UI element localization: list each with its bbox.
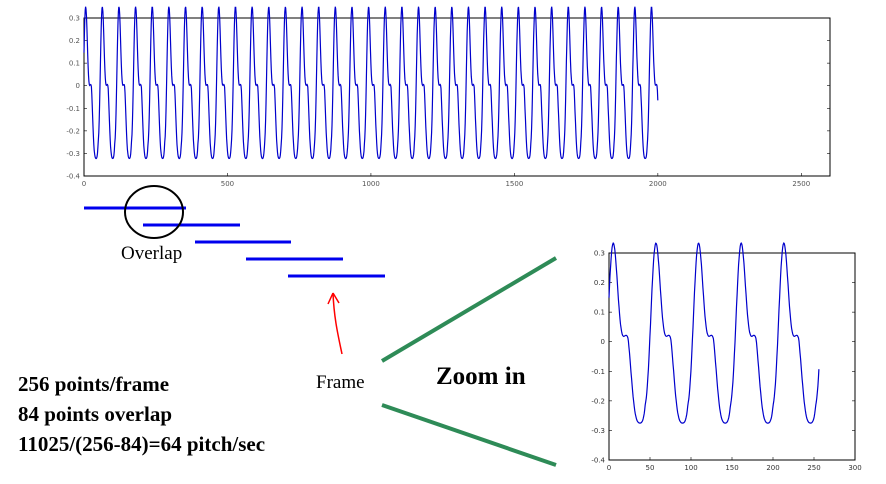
y-tick-label: -0.2 xyxy=(591,397,605,405)
x-tick-label: 1000 xyxy=(362,180,380,188)
x-tick-label: 0 xyxy=(82,180,86,188)
top-plot-ticks: 0 500 1000 1500 2000 2500 -0.4 -0.3 -0.2 -0.1 0 0.1… xyxy=(66,15,830,188)
y-tick-label: 0.3 xyxy=(594,250,605,258)
y-tick-label: -0.4 xyxy=(591,457,605,465)
frame-arrow xyxy=(327,292,343,355)
top-waveform-line xyxy=(83,6,659,160)
overlap-circle xyxy=(124,185,184,239)
y-tick-label: -0.4 xyxy=(66,173,80,181)
y-tick-label: 0.3 xyxy=(69,15,80,23)
y-tick-label: -0.3 xyxy=(66,150,80,158)
zoom-waveform-line xyxy=(608,241,820,424)
y-tick-label: 0.2 xyxy=(69,37,80,45)
y-tick-label: 0.1 xyxy=(69,60,80,68)
y-tick-label: -0.3 xyxy=(591,427,605,435)
x-tick-label: 1500 xyxy=(505,180,523,188)
x-tick-label: 2000 xyxy=(649,180,667,188)
x-tick-label: 50 xyxy=(646,464,655,472)
y-tick-label: -0.1 xyxy=(66,105,80,113)
pitch-formula-text: 11025/(256-84)=64 pitch/sec xyxy=(18,432,266,456)
x-tick-label: 2500 xyxy=(792,180,810,188)
top-plot-frame xyxy=(83,17,831,177)
x-tick-label: 200 xyxy=(766,464,779,472)
zoom-in-label: Zoom in xyxy=(436,363,526,390)
x-tick-label: 0 xyxy=(607,464,611,472)
zoom-plot-ticks: 0 50 100 150 200 250 300 -0.4 -0.3 -0.2 -0.1 0 0.1 0.… xyxy=(591,250,861,473)
x-tick-label: 100 xyxy=(684,464,697,472)
frame-label: Frame xyxy=(316,372,365,393)
zoom-line-upper xyxy=(380,256,558,363)
y-tick-label: 0.2 xyxy=(594,279,605,287)
x-tick-label: 150 xyxy=(725,464,738,472)
y-tick-label: -0.1 xyxy=(591,368,605,376)
points-per-frame-text: 256 points/frame xyxy=(18,372,170,396)
zoom-plot-frame xyxy=(608,252,856,461)
x-tick-label: 300 xyxy=(848,464,861,472)
overlap-label: Overlap xyxy=(121,243,183,264)
points-overlap-text: 84 points overlap xyxy=(18,402,173,426)
y-tick-label: 0.1 xyxy=(594,309,605,317)
y-tick-label: -0.2 xyxy=(66,127,80,135)
x-tick-label: 250 xyxy=(807,464,820,472)
y-tick-label: 0 xyxy=(76,82,80,90)
zoom-line-lower xyxy=(381,403,557,467)
x-tick-label: 500 xyxy=(221,180,234,188)
y-tick-label: 0 xyxy=(601,338,605,346)
